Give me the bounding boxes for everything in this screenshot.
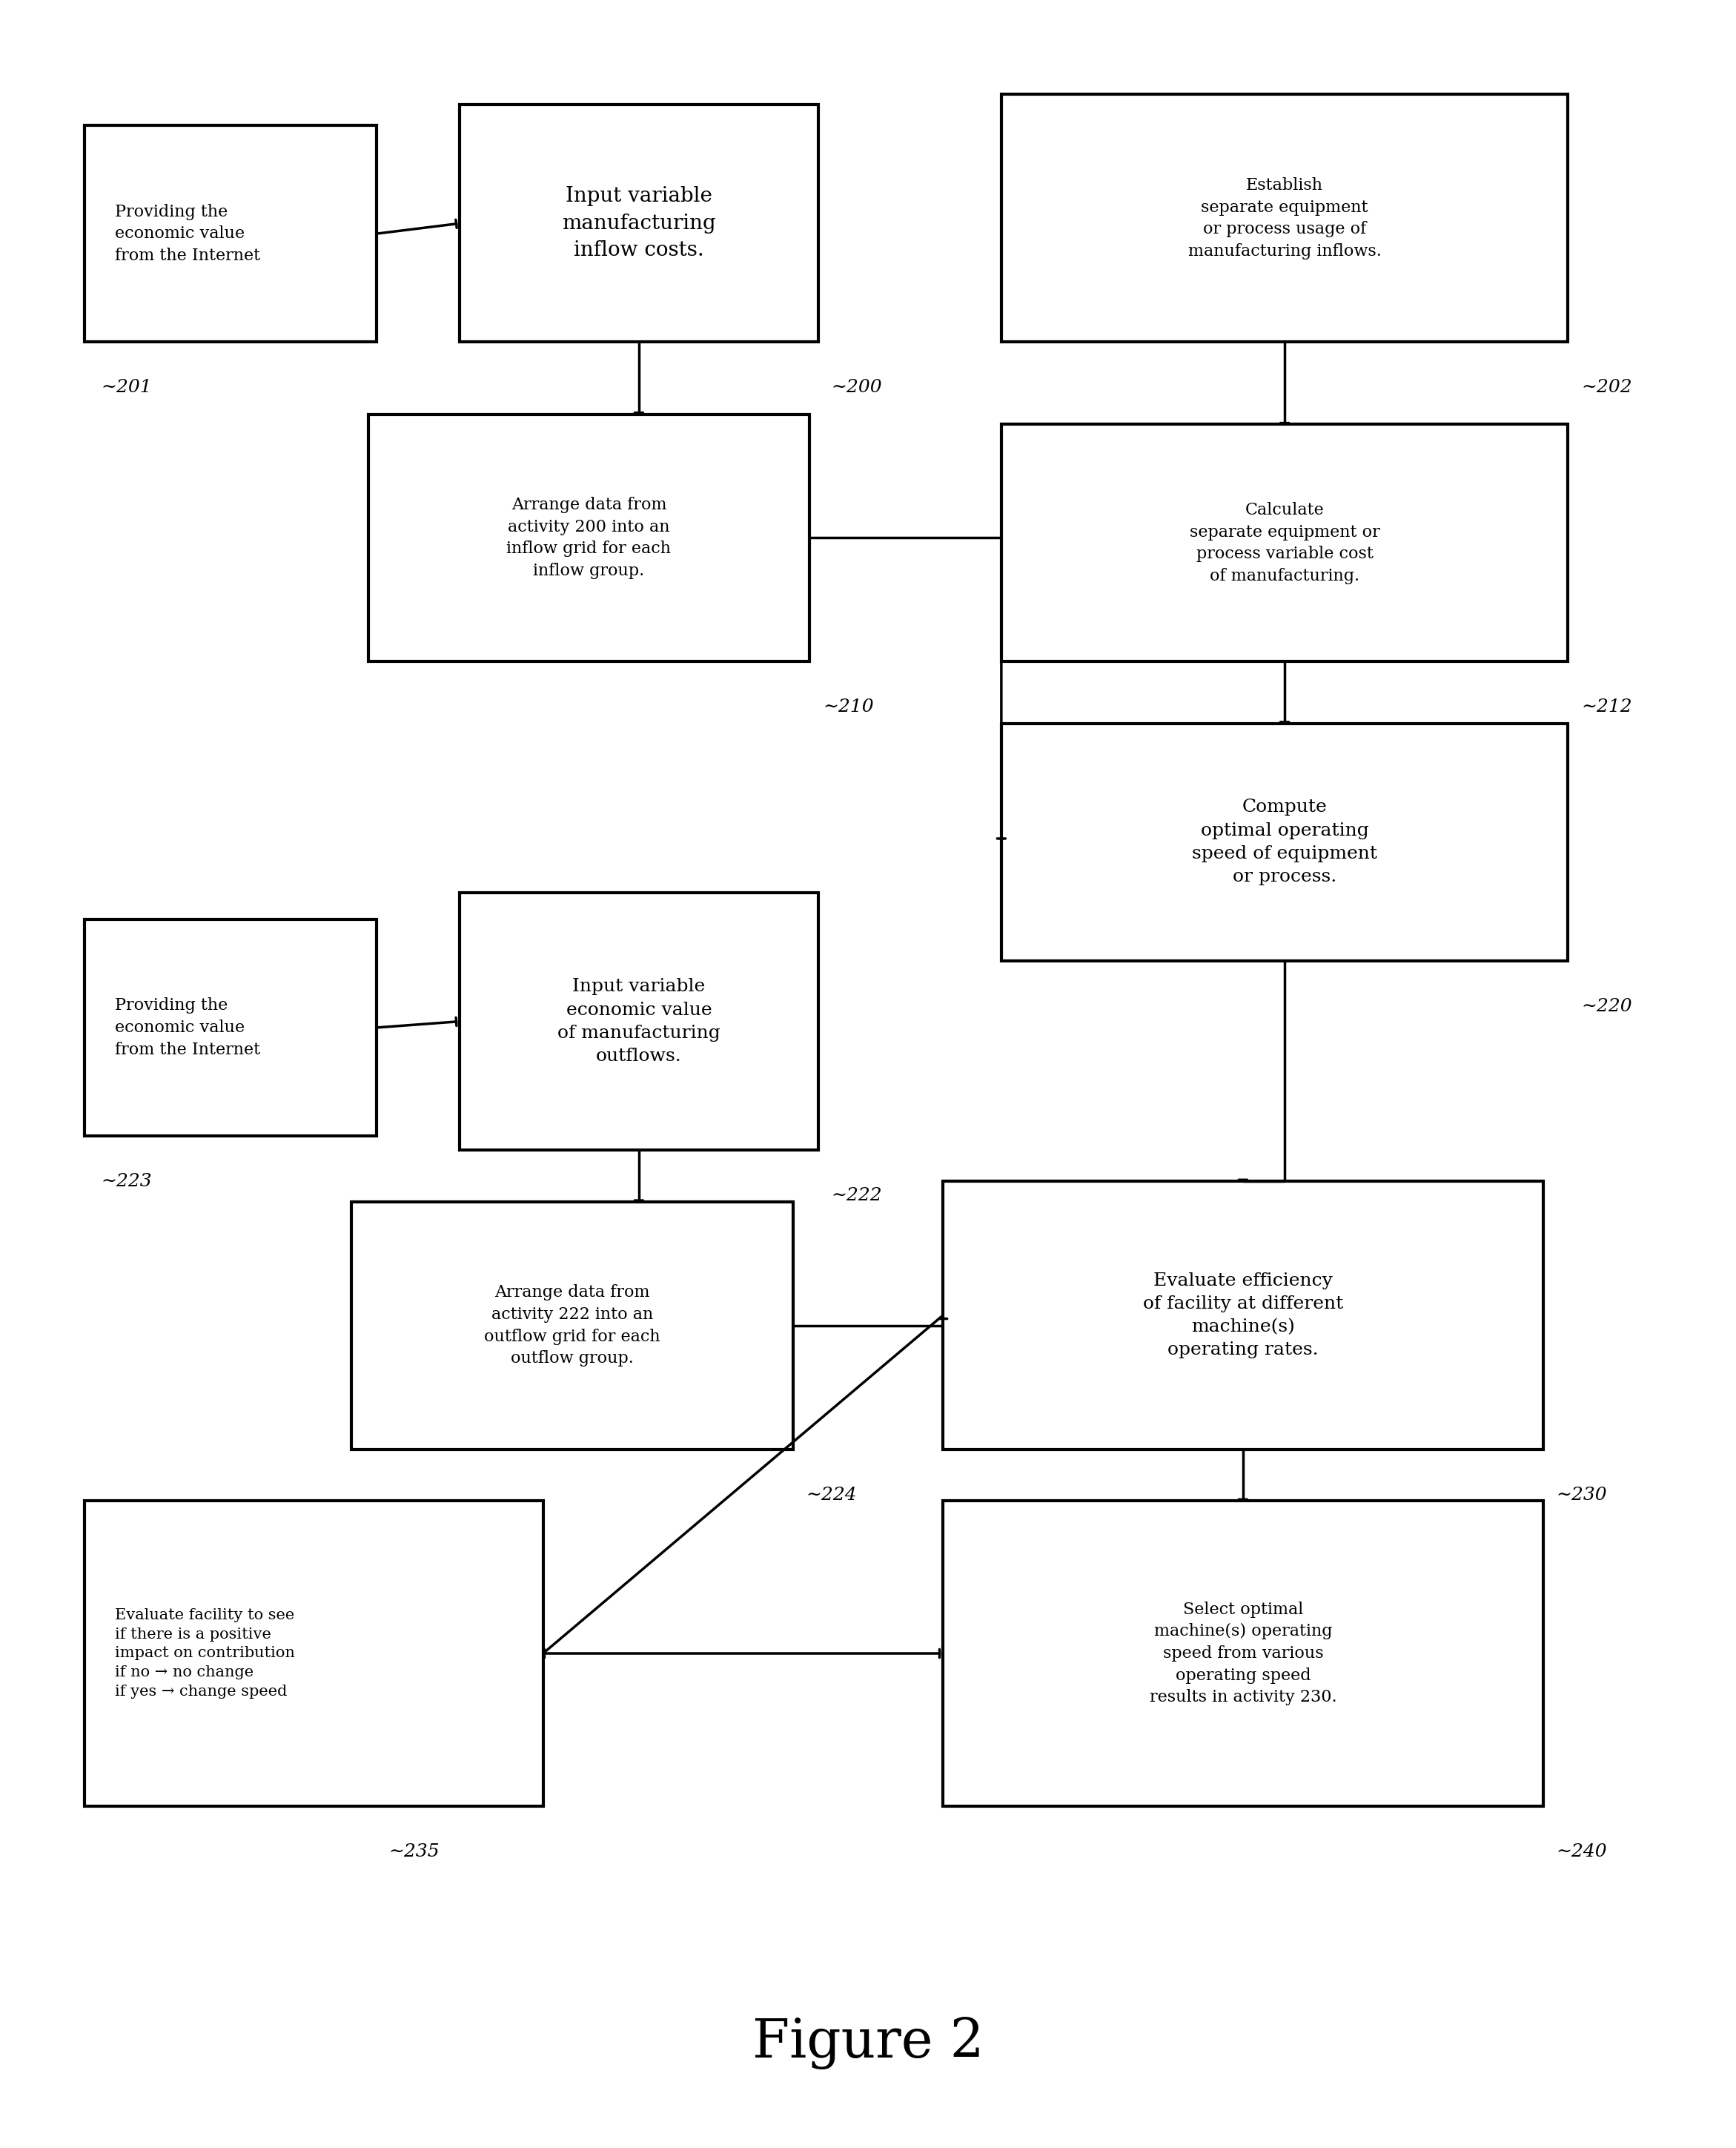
Bar [460,894,818,1151]
Text: ∼223: ∼223 [101,1173,153,1190]
Bar [1002,95,1568,342]
Text: Compute
optimal operating
speed of equipment
or process.: Compute optimal operating speed of equip… [1193,799,1377,885]
Text: Providing the
economic value
from the Internet: Providing the economic value from the In… [115,997,260,1057]
Text: Input variable
manufacturing
inflow costs.: Input variable manufacturing inflow cost… [562,187,715,260]
Bar [1002,425,1568,662]
Text: ∼224: ∼224 [806,1486,858,1504]
Bar [460,105,818,342]
Bar [85,1501,543,1806]
Text: ∼201: ∼201 [101,378,153,395]
Bar [351,1203,793,1450]
Text: ∼240: ∼240 [1555,1843,1608,1860]
Text: Evaluate facility to see
if there is a positive
impact on contribution
if no → n: Evaluate facility to see if there is a p… [115,1609,295,1699]
Text: Providing the
economic value
from the Internet: Providing the economic value from the In… [115,204,260,264]
Text: Figure 2: Figure 2 [752,2017,984,2069]
Text: ∼222: ∼222 [832,1188,882,1205]
Bar [85,125,377,342]
Text: Arrange data from
activity 222 into an
outflow grid for each
outflow group.: Arrange data from activity 222 into an o… [484,1285,660,1366]
Text: Establish
separate equipment
or process usage of
manufacturing inflows.: Establish separate equipment or process … [1187,176,1382,260]
Bar [368,415,809,662]
Bar [943,1501,1543,1806]
Text: Arrange data from
activity 200 into an
inflow grid for each
inflow group.: Arrange data from activity 200 into an i… [507,496,672,580]
Text: ∼235: ∼235 [389,1843,439,1860]
Text: Input variable
economic value
of manufacturing
outflows.: Input variable economic value of manufac… [557,977,720,1065]
Text: ∼200: ∼200 [832,378,882,395]
Bar [85,919,377,1136]
Text: ∼210: ∼210 [823,698,873,715]
Bar [1002,724,1568,960]
Text: ∼212: ∼212 [1581,698,1632,715]
Text: Calculate
separate equipment or
process variable cost
of manufacturing.: Calculate separate equipment or process … [1189,503,1380,584]
Text: ∼220: ∼220 [1581,997,1632,1014]
Text: Select optimal
machine(s) operating
speed from various
operating speed
results i: Select optimal machine(s) operating spee… [1149,1600,1337,1706]
Text: Evaluate efficiency
of facility at different
machine(s)
operating rates.: Evaluate efficiency of facility at diffe… [1142,1272,1344,1358]
Text: ∼202: ∼202 [1581,378,1632,395]
Bar [943,1181,1543,1450]
Text: ∼230: ∼230 [1555,1486,1608,1504]
